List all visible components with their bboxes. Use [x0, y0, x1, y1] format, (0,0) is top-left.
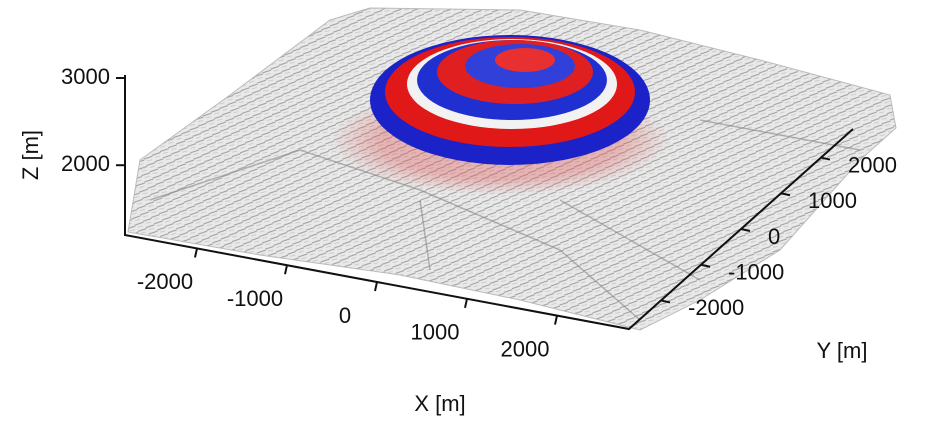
y-tick-label: -2000: [688, 295, 744, 320]
y-axis-title: Y [m]: [817, 338, 868, 363]
x-tick: [285, 265, 287, 274]
x-tick-label: -1000: [227, 286, 283, 311]
x-tick-label: 1000: [411, 320, 460, 345]
z-tick-label: 2000: [61, 151, 110, 176]
x-tick: [195, 248, 197, 257]
x-tick-label: 0: [339, 303, 351, 328]
z-axis-title: Z [m]: [18, 130, 43, 180]
chart: Z [m] X [m] Y [m] -2000 -1000 0 1000 2000 -20…: [0, 0, 941, 430]
x-tick: [465, 299, 467, 308]
y-tick-label: 0: [768, 224, 780, 249]
x-tick-label: 2000: [501, 336, 550, 361]
x-tick-label: -2000: [137, 269, 193, 294]
x-tick: [555, 316, 557, 325]
x-axis-title: X [m]: [414, 391, 465, 416]
z-tick-label: 3000: [61, 64, 110, 89]
y-tick-label: -1000: [728, 260, 784, 285]
x-tick: [375, 282, 377, 291]
y-tick-label: 1000: [808, 188, 857, 213]
y-tick-label: 2000: [848, 152, 897, 177]
